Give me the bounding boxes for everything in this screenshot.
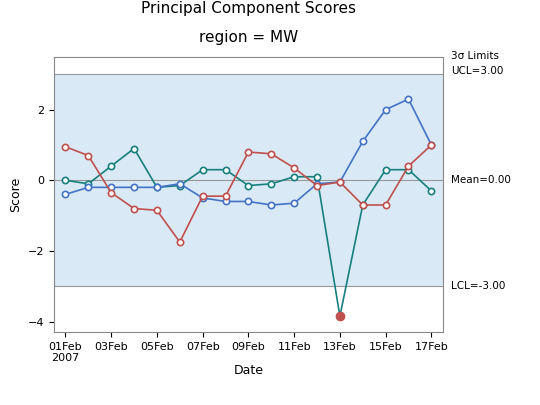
Y-axis label: Score: Score: [9, 177, 22, 212]
Text: Date: Date: [233, 364, 264, 377]
Text: Mean=0.00: Mean=0.00: [451, 175, 511, 185]
Text: 3σ Limits: 3σ Limits: [451, 51, 499, 61]
Text: UCL=3.00: UCL=3.00: [451, 66, 503, 76]
Text: region = MW: region = MW: [199, 30, 298, 45]
Text: Principal Component Scores: Principal Component Scores: [141, 1, 356, 16]
Bar: [54, 75, 443, 286]
Text: LCL=-3.00: LCL=-3.00: [451, 281, 505, 291]
